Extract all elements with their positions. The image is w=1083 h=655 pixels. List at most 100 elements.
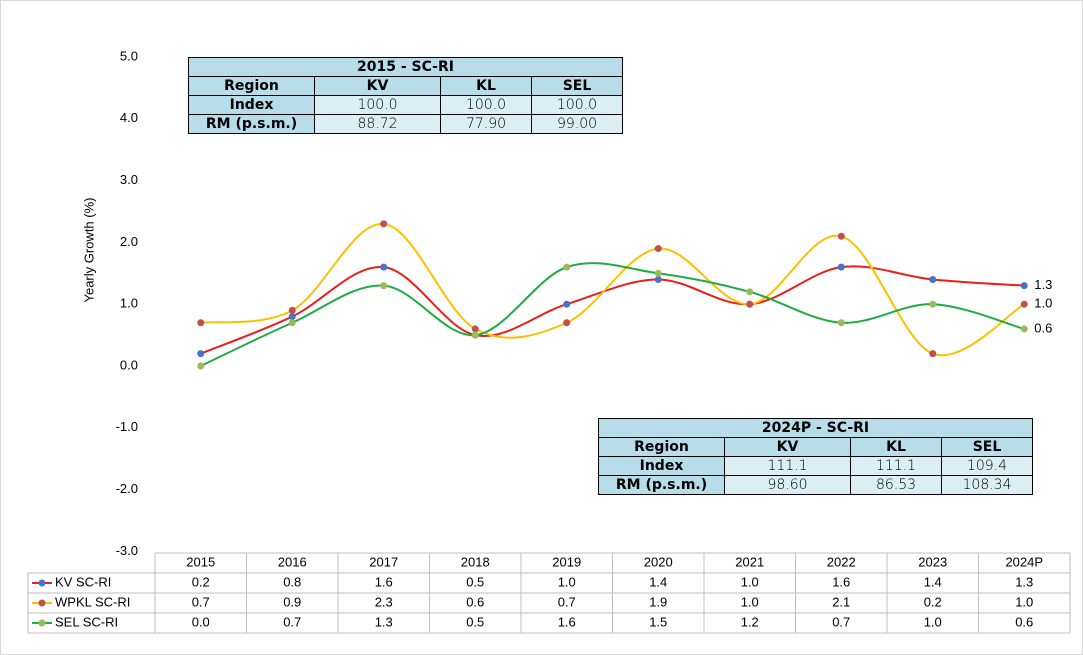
table-value: 0.7 <box>283 614 301 629</box>
table-value: 0.5 <box>466 574 484 589</box>
table-cell: 100.0 <box>314 95 441 115</box>
table-value: 1.6 <box>832 574 850 589</box>
series-marker <box>471 331 479 339</box>
series-marker <box>563 319 571 327</box>
table-value: 2.3 <box>375 594 393 609</box>
x-tick-label: 2016 <box>278 554 307 569</box>
series-marker <box>837 319 845 327</box>
x-tick-label: 2022 <box>827 554 856 569</box>
table-value: 0.6 <box>466 594 484 609</box>
summary-table: 2024P - SC-RI Region KV KL SEL Index 111.1 111.… <box>598 418 1033 495</box>
table-cell: 88.72 <box>314 114 441 134</box>
series-marker <box>746 300 754 308</box>
series-marker <box>288 313 296 321</box>
x-tick-label: 2018 <box>461 554 490 569</box>
series-marker <box>197 362 205 370</box>
table-value: 1.4 <box>924 574 942 589</box>
series-marker <box>746 288 754 296</box>
table-cell: 2024P - SC-RI <box>598 418 1033 438</box>
legend-label: WPKL SC-RI <box>55 594 130 609</box>
table-value: 1.6 <box>375 574 393 589</box>
table-value: 0.6 <box>1015 614 1033 629</box>
table-cell: 98.60 <box>724 475 851 495</box>
series-marker <box>929 300 937 308</box>
series-marker <box>197 319 205 327</box>
table-cell: 111.1 <box>724 456 851 476</box>
table-cell: SEL <box>941 437 1033 457</box>
series-marker <box>288 306 296 314</box>
y-axis-label: Yearly Growth (%) <box>81 198 96 303</box>
table-value: 1.0 <box>558 574 576 589</box>
table-cell: 99.00 <box>531 114 623 134</box>
table-cell: 111.1 <box>850 456 942 476</box>
x-tick-label: 2019 <box>552 554 581 569</box>
series-marker <box>654 269 662 277</box>
end-label: 1.0 <box>1034 296 1052 311</box>
y-tick-label: -3.0 <box>116 543 138 558</box>
series-marker <box>380 282 388 290</box>
table-value: 0.7 <box>192 594 210 609</box>
table-cell: 2015 - SC-RI <box>188 57 623 77</box>
table-cell: 100.0 <box>531 95 623 115</box>
x-tick-label: 2015 <box>186 554 215 569</box>
series-marker <box>563 300 571 308</box>
table-cell: 77.90 <box>440 114 532 134</box>
table-cell: Region <box>598 437 725 457</box>
table-cell: KV <box>724 437 851 457</box>
table-value: 1.4 <box>649 574 667 589</box>
series-marker <box>197 350 205 358</box>
table-cell: Index <box>188 95 315 115</box>
table-value: 1.3 <box>375 614 393 629</box>
table-cell: 86.53 <box>850 475 942 495</box>
end-label: 1.3 <box>1034 277 1052 292</box>
table-value: 1.6 <box>558 614 576 629</box>
table-value: 0.2 <box>192 574 210 589</box>
series-marker <box>471 325 479 333</box>
series-marker <box>288 319 296 327</box>
series-marker <box>929 350 937 358</box>
x-tick-label: 2023 <box>918 554 947 569</box>
table-value: 1.0 <box>741 594 759 609</box>
series-marker <box>929 275 937 283</box>
y-tick-label: 2.0 <box>120 234 138 249</box>
table-value: 1.3 <box>1015 574 1033 589</box>
y-tick-label: 3.0 <box>120 172 138 187</box>
x-tick-label: 2020 <box>644 554 673 569</box>
legend-marker <box>38 599 46 607</box>
y-tick-label: -1.0 <box>116 419 138 434</box>
series-line <box>200 262 1025 367</box>
legend-marker <box>38 579 46 587</box>
table-value: 1.0 <box>1015 594 1033 609</box>
x-tick-label: 2021 <box>735 554 764 569</box>
legend-label: SEL SC-RI <box>55 614 118 629</box>
series-marker <box>380 263 388 271</box>
table-value: 0.0 <box>192 614 210 629</box>
table-cell: Index <box>598 456 725 476</box>
legend-marker <box>38 619 46 627</box>
series-marker <box>1020 300 1028 308</box>
table-value: 0.8 <box>283 574 301 589</box>
y-tick-label: 5.0 <box>120 48 138 63</box>
x-tick-label: 2024P <box>1005 554 1043 569</box>
series-marker <box>1020 325 1028 333</box>
table-cell: 109.4 <box>941 456 1033 476</box>
table-value: 0.7 <box>832 614 850 629</box>
table-value: 1.9 <box>649 594 667 609</box>
y-tick-label: 4.0 <box>120 110 138 125</box>
table-cell: SEL <box>531 76 623 96</box>
table-value: 0.9 <box>283 594 301 609</box>
table-value: 1.5 <box>649 614 667 629</box>
table-value: 2.1 <box>832 594 850 609</box>
table-value: 1.2 <box>741 614 759 629</box>
series-marker <box>654 245 662 253</box>
series-marker <box>837 263 845 271</box>
y-tick-label: -2.0 <box>116 481 138 496</box>
series-marker <box>837 232 845 240</box>
series-marker <box>654 275 662 283</box>
y-tick-label: 1.0 <box>120 296 138 311</box>
table-cell: KL <box>850 437 942 457</box>
end-label: 0.6 <box>1034 320 1052 335</box>
table-cell: Region <box>188 76 315 96</box>
